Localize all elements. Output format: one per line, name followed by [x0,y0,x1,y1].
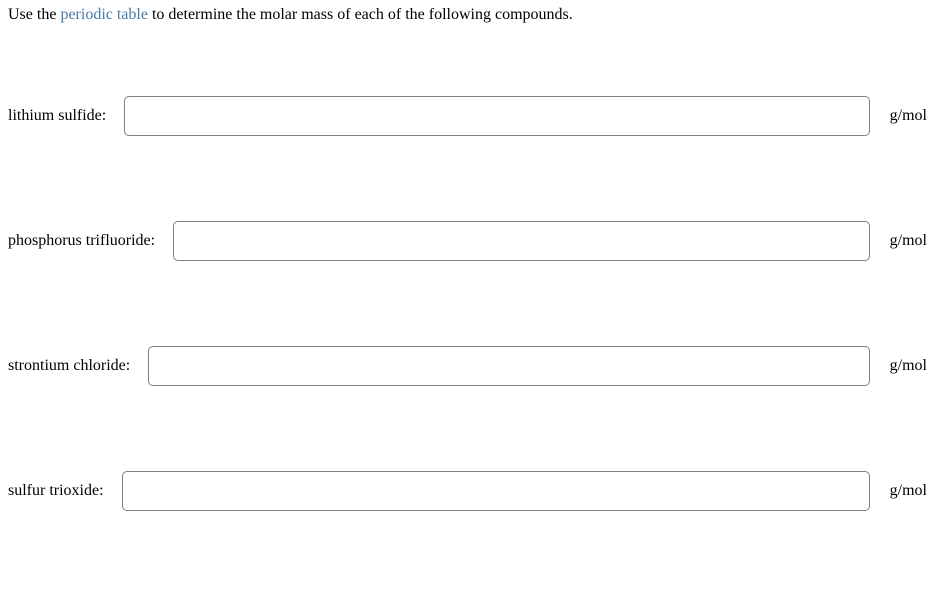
unit-label: g/mol [890,232,927,250]
periodic-table-link[interactable]: periodic table [60,6,148,23]
compound-row-phosphorus-trifluoride: phosphorus trifluoride: g/mol [8,221,927,261]
unit-label: g/mol [890,357,927,375]
compound-row-lithium-sulfide: lithium sulfide: g/mol [8,96,927,136]
unit-label: g/mol [890,482,927,500]
compound-label: phosphorus trifluoride: [8,232,155,250]
compound-label: lithium sulfide: [8,107,106,125]
unit-label: g/mol [890,107,927,125]
instruction-suffix: to determine the molar mass of each of t… [148,6,573,23]
molar-mass-input-sulfur-trioxide[interactable] [122,471,870,511]
molar-mass-input-phosphorus-trifluoride[interactable] [173,221,870,261]
compound-label: strontium chloride: [8,357,130,375]
compound-row-strontium-chloride: strontium chloride: g/mol [8,346,927,386]
instruction-text: Use the periodic table to determine the … [8,4,927,26]
compound-row-sulfur-trioxide: sulfur trioxide: g/mol [8,471,927,511]
compound-label: sulfur trioxide: [8,482,104,500]
molar-mass-input-strontium-chloride[interactable] [148,346,869,386]
molar-mass-input-lithium-sulfide[interactable] [124,96,869,136]
instruction-prefix: Use the [8,6,60,23]
